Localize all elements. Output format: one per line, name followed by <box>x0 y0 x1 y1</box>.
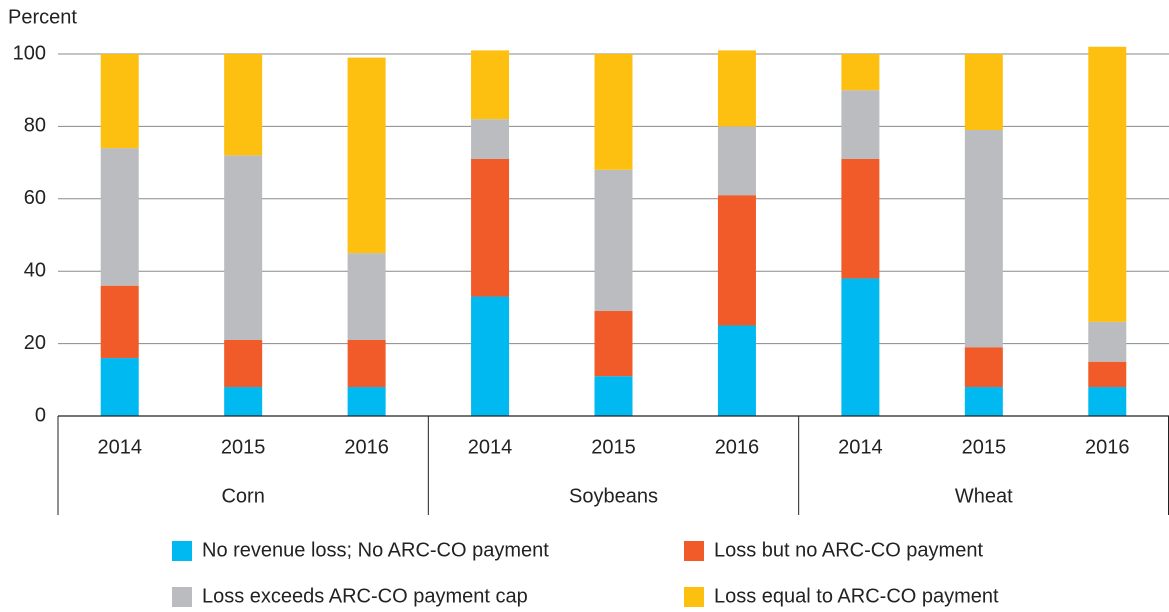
x-tick-label: 2015 <box>221 436 266 458</box>
bar-segment <box>471 50 510 120</box>
bar-segment <box>224 387 263 416</box>
bar-segment <box>717 195 756 326</box>
bar-segment <box>100 54 139 149</box>
legend-label: Loss exceeds ARC-CO payment cap <box>202 585 528 607</box>
legend-label: Loss equal to ARC-CO payment <box>714 585 999 607</box>
x-tick-label: 2016 <box>1085 436 1130 458</box>
bar-segment <box>841 54 880 91</box>
x-tick-label: 2015 <box>591 436 636 458</box>
bar-segment <box>347 387 386 416</box>
x-tick-label: 2014 <box>468 436 513 458</box>
y-tick-label: 100 <box>13 42 46 64</box>
bar-segment <box>1088 46 1127 322</box>
bar-segment <box>594 311 633 377</box>
group-label: Corn <box>221 485 264 507</box>
bar-segment <box>1088 321 1127 362</box>
y-tick-label: 80 <box>24 115 46 137</box>
bar-segment <box>471 296 510 416</box>
bar-segment <box>717 50 756 127</box>
bar-segment <box>964 54 1003 131</box>
x-tick-label: 2014 <box>838 436 883 458</box>
bar-segment <box>100 148 139 286</box>
legend-swatch <box>172 587 192 607</box>
bar-segment <box>1088 361 1127 388</box>
group-label: Wheat <box>955 485 1013 507</box>
bar-segment <box>594 169 633 312</box>
bar-segment <box>1088 387 1127 416</box>
bar-segment <box>347 339 386 388</box>
group-label: Soybeans <box>569 485 658 507</box>
bar-segment <box>717 126 756 196</box>
bar-segment <box>841 90 880 159</box>
bar-segment <box>964 387 1003 416</box>
bar-segment <box>100 358 139 416</box>
legend-swatch <box>684 587 704 607</box>
x-tick-label: 2016 <box>715 436 760 458</box>
y-tick-label: 0 <box>35 404 46 426</box>
bar-segment <box>964 347 1003 388</box>
bar-segment <box>471 119 510 159</box>
legend-swatch <box>172 541 192 561</box>
x-tick-label: 2016 <box>344 436 389 458</box>
bar-segment <box>100 285 139 359</box>
bar-segment <box>224 155 263 340</box>
bar-segment <box>347 57 386 254</box>
bar-segment <box>841 158 880 279</box>
legend-label: Loss but no ARC-CO payment <box>714 539 983 561</box>
x-tick-label: 2014 <box>97 436 142 458</box>
bar-segment <box>594 54 633 170</box>
y-axis-label: Percent <box>8 6 77 28</box>
legend-label: No revenue loss; No ARC-CO payment <box>202 539 549 561</box>
y-tick-label: 40 <box>24 259 46 281</box>
y-tick-label: 60 <box>24 187 46 209</box>
bar-segment <box>717 325 756 416</box>
bar-segment <box>594 376 633 416</box>
bar-segment <box>224 54 263 156</box>
bar-segment <box>347 253 386 340</box>
legend-swatch <box>684 541 704 561</box>
y-tick-label: 20 <box>24 332 46 354</box>
bar-segment <box>224 339 263 388</box>
x-tick-label: 2015 <box>962 436 1007 458</box>
bar-segment <box>841 278 880 416</box>
bar-segment <box>471 158 510 297</box>
bar-segment <box>964 130 1003 348</box>
